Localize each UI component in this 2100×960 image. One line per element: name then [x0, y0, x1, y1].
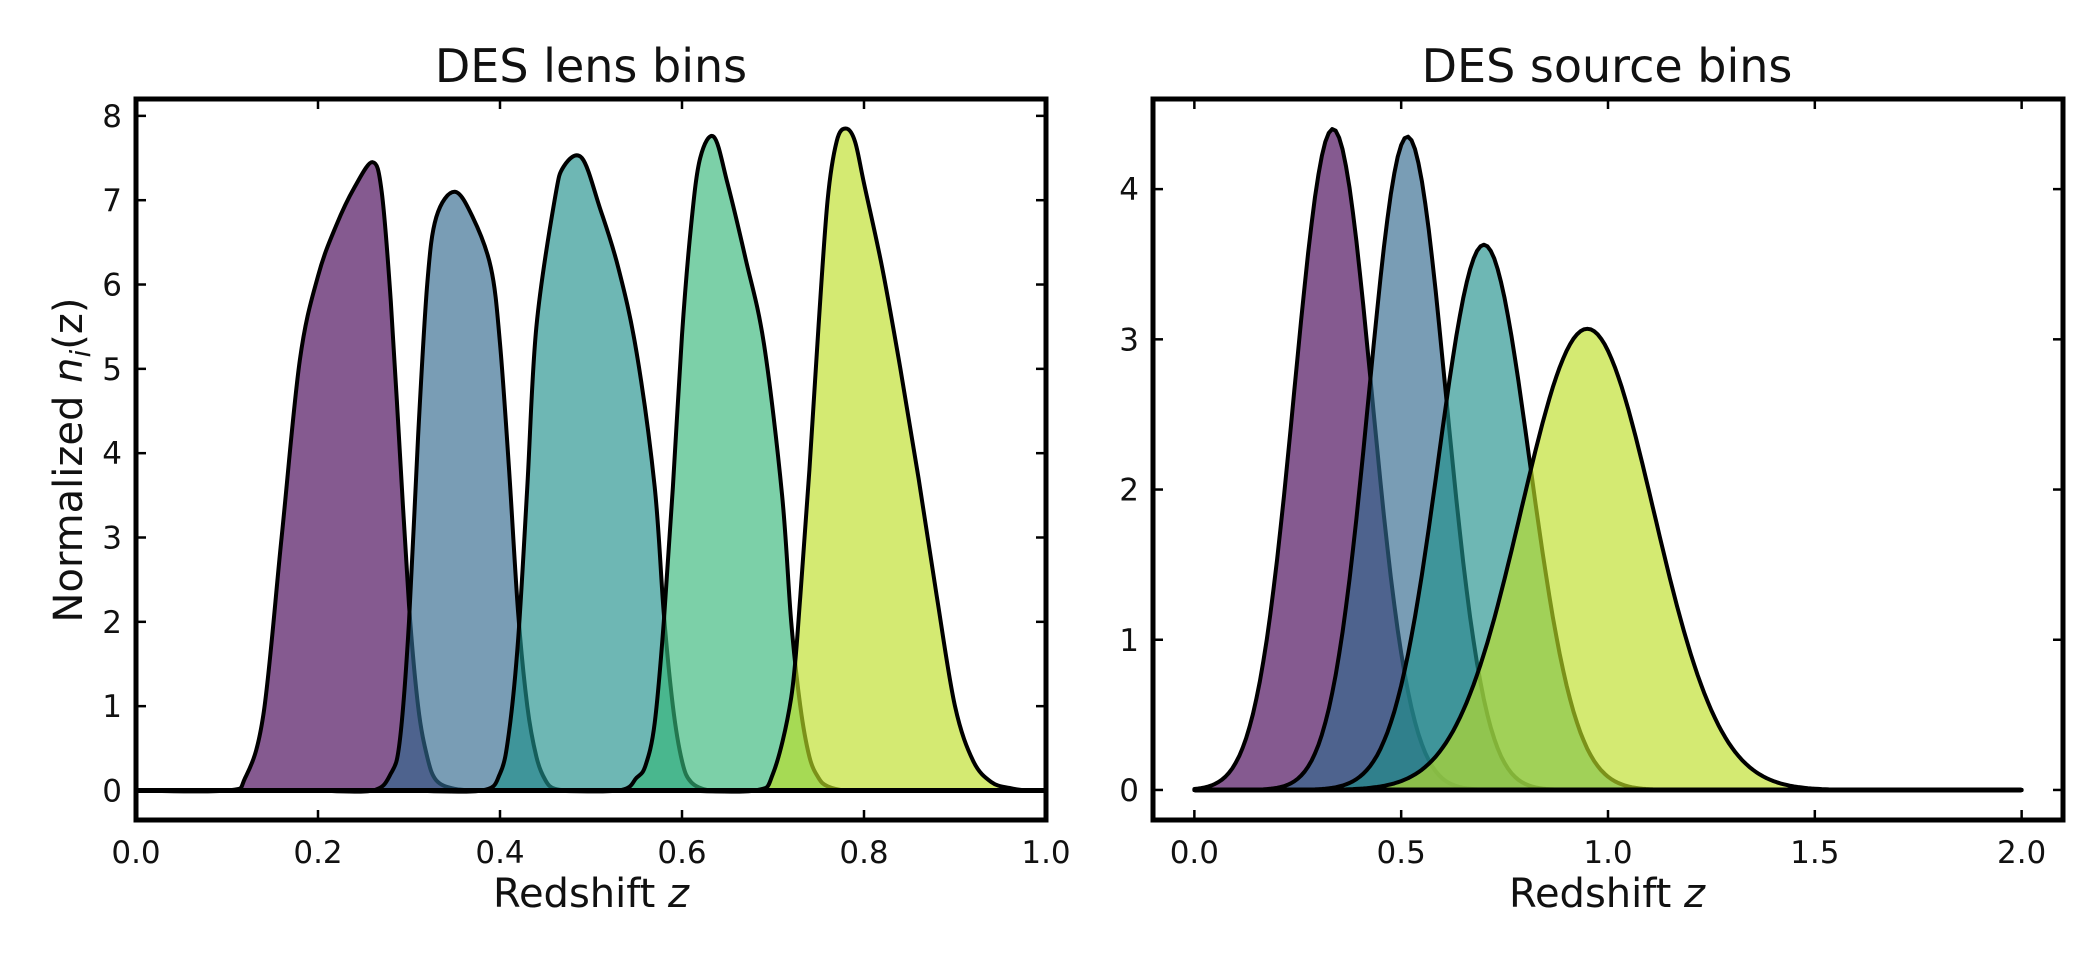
lens-x-tick-label: 1.0	[1021, 835, 1070, 871]
lens-y-tick-label: 5	[102, 352, 122, 388]
lens-y-tick-label: 6	[102, 268, 122, 304]
lens-y-tick-label: 7	[102, 183, 122, 219]
lens-y-tick-label: 4	[102, 436, 122, 472]
source-panel-title: DES source bins	[1422, 39, 1793, 93]
lens-x-tick-label: 0.8	[839, 835, 888, 871]
source-bins-panel: DES source bins 0.0 0.5 1.0 1.5 2.0 0 1 2 3 4 Red…	[1119, 39, 2066, 917]
source-x-axis-title: Redshift z	[1509, 871, 1706, 917]
source-x-tick-label: 1.0	[1583, 835, 1632, 871]
lens-x-tick-label: 0.4	[475, 835, 524, 871]
lens-y-axis-title: Normalized ni(z)	[46, 298, 97, 623]
source-y-tick-label: 1	[1119, 623, 1139, 659]
lens-y-tick-label: 0	[102, 773, 122, 809]
source-y-tick-label: 4	[1119, 172, 1139, 208]
lens-x-tick-label: 0.6	[657, 835, 706, 871]
source-y-tick-label: 0	[1119, 773, 1139, 809]
source-y-tick-label: 2	[1119, 473, 1139, 509]
lens-y-tick-label: 1	[102, 689, 122, 725]
lens-x-tick-label: 0.2	[293, 835, 342, 871]
lens-x-tick-label: 0.0	[111, 835, 160, 871]
lens-bins-panel: DES lens bins 0.0 0.2 0.4 0.6 0.8 1.0 0 1 2 3 4 5 6 7…	[46, 39, 1071, 917]
lens-panel-title: DES lens bins	[435, 39, 747, 93]
lens-y-tick-label: 2	[102, 605, 122, 641]
lens-y-tick-label: 8	[102, 99, 122, 135]
source-x-tick-label: 1.5	[1790, 835, 1839, 871]
source-x-tick-label: 2.0	[1997, 835, 2046, 871]
source-y-tick-label: 3	[1119, 322, 1139, 358]
lens-bin-5-area	[680, 126, 1048, 794]
lens-y-tick-label: 3	[102, 521, 122, 557]
lens-axes-frame	[133, 96, 1049, 823]
source-x-tick-label: 0.5	[1377, 835, 1426, 871]
source-plot-area: 0.0 0.5 1.0 1.5 2.0 0 1 2 3 4	[1119, 96, 2066, 871]
lens-x-axis-title: Redshift z	[493, 871, 690, 917]
lens-plot-area: 0.0 0.2 0.4 0.6 0.8 1.0 0 1 2 3 4 5 6 7 8	[102, 96, 1071, 871]
source-x-tick-label: 0.0	[1170, 835, 1219, 871]
